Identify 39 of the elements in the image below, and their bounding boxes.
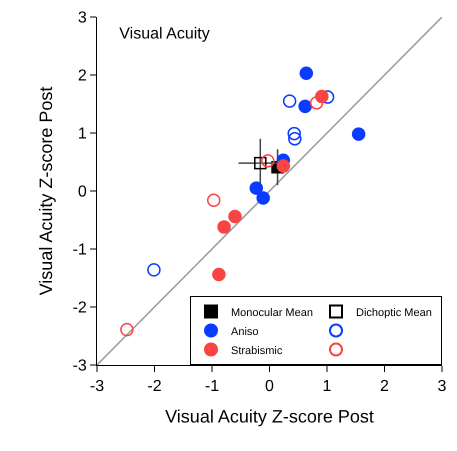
y-axis-title: Visual Acuity Z-score Post xyxy=(36,86,56,296)
legend-label: Strabismic xyxy=(231,344,283,357)
x-axis-title: Visual Acuity Z-score Post xyxy=(165,406,374,426)
y-tick-label: -2 xyxy=(72,300,87,317)
point xyxy=(228,210,242,224)
point xyxy=(212,268,226,282)
legend-label: Aniso xyxy=(231,326,259,338)
x-tick-label: 3 xyxy=(438,378,447,396)
point xyxy=(261,154,275,168)
y-tick-label: 0 xyxy=(78,184,87,201)
point xyxy=(254,156,267,170)
x-tick-label: -3 xyxy=(90,378,104,396)
x-tick-label: -2 xyxy=(147,378,162,396)
y-tick-label: 3 xyxy=(78,10,87,27)
point xyxy=(250,181,264,195)
point xyxy=(120,322,134,336)
point xyxy=(282,94,296,108)
point xyxy=(256,191,270,205)
x-tick-label: 1 xyxy=(322,378,332,396)
point xyxy=(288,132,302,146)
point xyxy=(276,159,290,173)
point xyxy=(206,194,220,208)
y-tick-label: -1 xyxy=(72,242,87,259)
legend-label: Monocular Mean xyxy=(231,306,313,319)
x-tick-label: 0 xyxy=(265,378,274,396)
legend-label: Dichoptic Mean xyxy=(356,306,432,319)
point xyxy=(287,126,301,140)
point xyxy=(298,100,312,114)
point xyxy=(352,127,366,141)
text: Visual Acuity xyxy=(119,25,210,42)
point xyxy=(300,66,314,80)
point xyxy=(217,220,231,234)
point xyxy=(147,263,161,277)
y-tick-label: 2 xyxy=(78,68,87,85)
y-tick-label: -3 xyxy=(72,358,87,375)
y-tick-label: 1 xyxy=(78,126,87,143)
x-tick-label: 2 xyxy=(380,378,390,396)
point xyxy=(310,96,324,110)
x-tick-label: -1 xyxy=(204,378,220,396)
